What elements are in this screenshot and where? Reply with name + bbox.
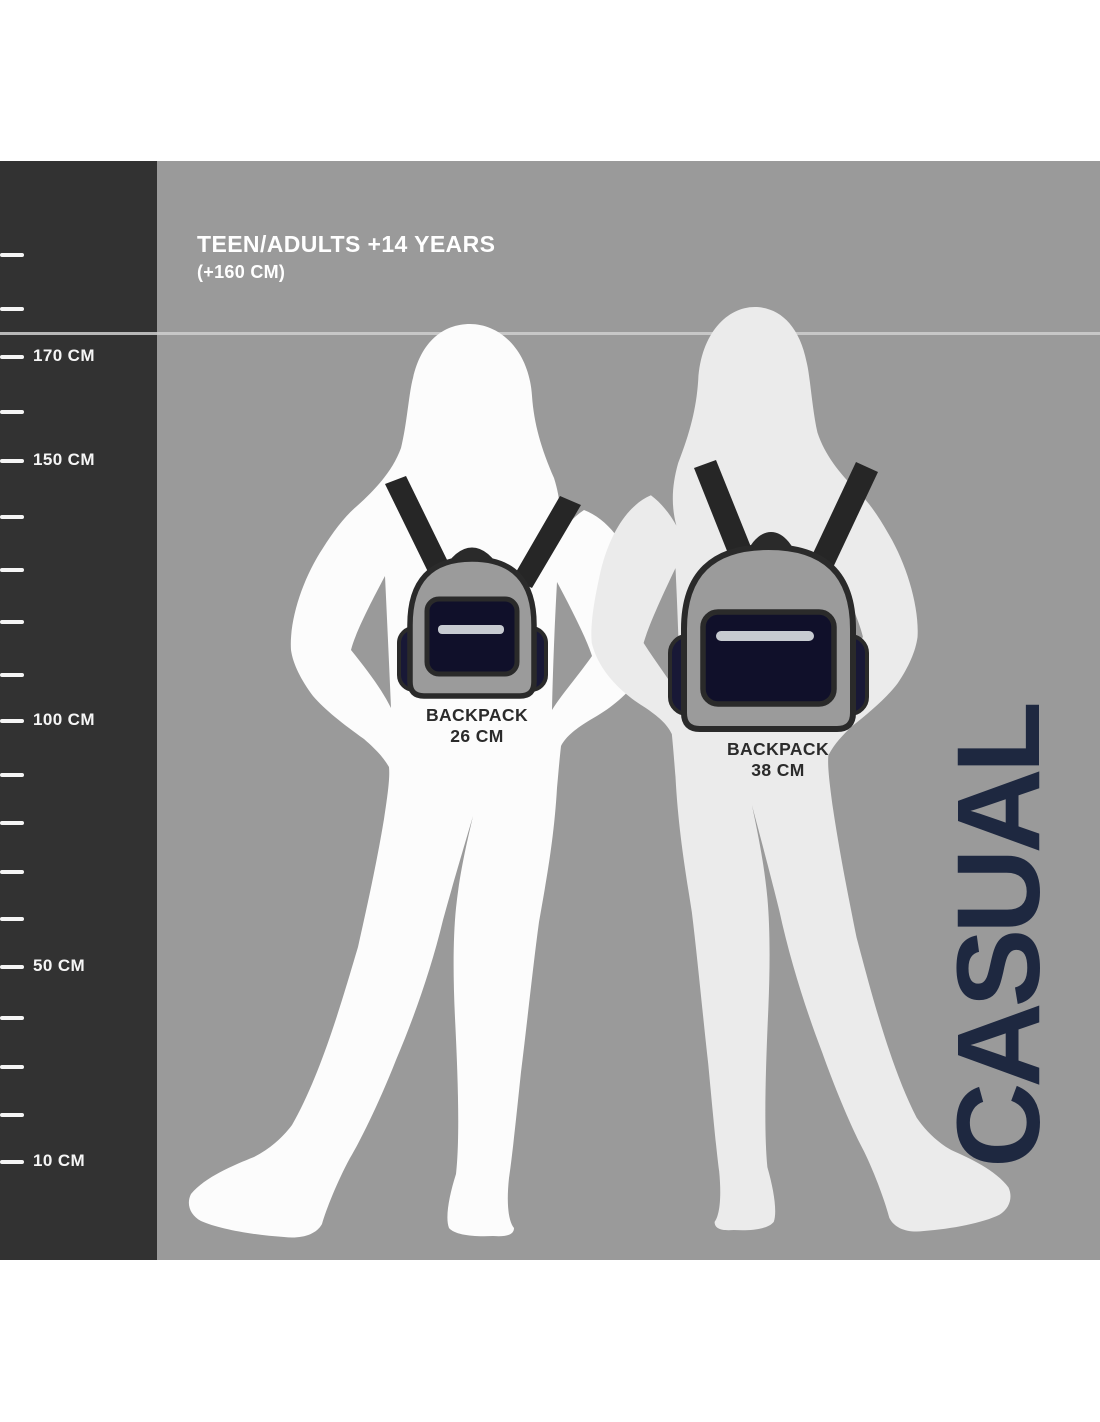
backpack-26-label-line1: BACKPACK — [425, 705, 529, 725]
height-ruler-bar — [0, 161, 157, 1260]
strap-right-icon — [808, 462, 878, 574]
backpack-38-label: BACKPACK 38 CM — [693, 739, 863, 781]
ruler-tick-label: 100 CM — [33, 710, 95, 729]
ruler-tick-90cm — [0, 773, 24, 777]
ruler-tick-label: 10 CM — [33, 1151, 86, 1170]
ruler-tick-10cm: 10 CM — [0, 1151, 85, 1170]
ruler-tick-50cm: 50 CM — [0, 956, 85, 975]
ruler-tick-20cm — [0, 1113, 24, 1117]
ruler-tick-150cm: 150 CM — [0, 450, 95, 469]
ruler-tick-130cm — [0, 568, 24, 572]
ruler-tick-140cm — [0, 515, 24, 519]
page-title: TEEN/ADULTS +14 YEARS — [197, 231, 496, 257]
strap-right-icon — [512, 496, 581, 588]
ruler-tick-160cm — [0, 410, 24, 414]
backpack-26-label: BACKPACK 26 CM — [392, 705, 562, 747]
ruler-tick-40cm — [0, 1016, 24, 1020]
zipper-icon — [438, 625, 504, 634]
header: TEEN/ADULTS +14 YEARS (+160 CM) — [197, 231, 495, 283]
ruler-tick-70cm — [0, 870, 24, 874]
zipper-icon — [716, 631, 814, 641]
ruler-tick-180cm — [0, 307, 24, 311]
ruler-tick-80cm — [0, 821, 24, 825]
strap-left-icon — [385, 476, 452, 578]
ruler-tick-label: 50 CM — [33, 956, 86, 975]
backpack-26-label-line2: 26 CM — [450, 726, 504, 746]
backpack-38-label-line1: BACKPACK — [726, 739, 830, 759]
ruler-tick-170cm: 170 CM — [0, 346, 95, 365]
ruler-tick-120cm — [0, 620, 24, 624]
ruler-tick-30cm — [0, 1065, 24, 1069]
backpack-38-label-line2: 38 CM — [751, 760, 805, 780]
ruler-tick-100cm: 100 CM — [0, 710, 95, 729]
backpack-26cm — [385, 476, 581, 699]
backpack-38cm — [668, 460, 878, 732]
front-pocket — [424, 596, 520, 677]
ruler-tick-label: 150 CM — [33, 450, 95, 469]
page-subtitle: (+160 CM) — [197, 262, 286, 282]
ruler-tick-60cm — [0, 917, 24, 921]
ruler-tick-label: 170 CM — [33, 346, 95, 365]
front-pocket — [700, 609, 837, 707]
ruler-tick-190cm — [0, 253, 24, 257]
horizontal-divider-line — [0, 332, 1100, 335]
ruler-tick-110cm — [0, 673, 24, 677]
strap-left-icon — [694, 460, 757, 571]
figure-left — [188, 324, 650, 1238]
